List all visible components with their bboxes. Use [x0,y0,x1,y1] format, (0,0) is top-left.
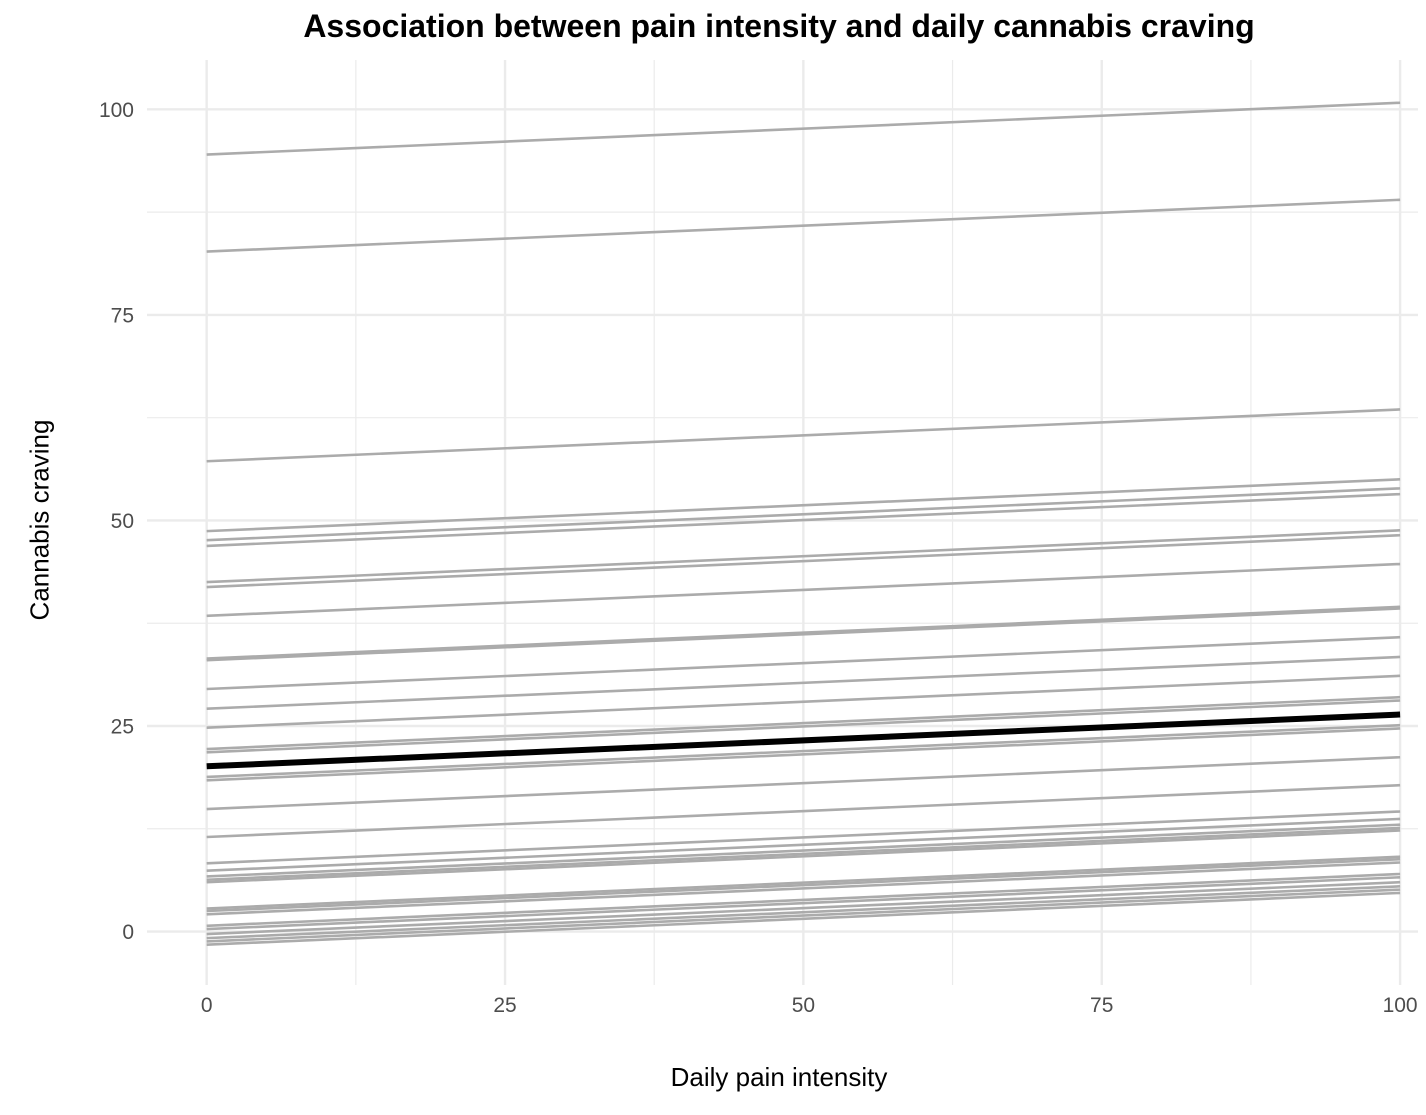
individual-series-line [206,855,1401,910]
y-tick-label: 100 [99,99,134,122]
individual-series-line [206,880,1401,936]
individual-series-line [206,783,1401,839]
individual-lines [206,101,1401,947]
individual-series-line [206,875,1401,931]
individual-series-line [206,674,1401,729]
x-axis-label: Daily pain intensity [670,1062,888,1092]
individual-series-line [206,478,1401,533]
individual-series-line [206,198,1401,253]
individual-series-line [206,492,1401,548]
individual-series-line [206,826,1401,882]
x-axis-tick-labels: 0 25 50 75 100 [201,994,1418,1017]
x-tick-label: 50 [792,994,815,1017]
y-axis-label: Cannabis craving [24,419,55,621]
y-tick-label: 0 [122,921,134,944]
individual-series-line [206,529,1401,584]
chart-title: Association between pain intensity and d… [303,8,1255,44]
individual-series-line [206,872,1401,928]
y-axis-tick-labels: 0 25 50 75 100 [99,99,134,944]
y-tick-label: 50 [111,510,134,533]
individual-series-line [206,823,1401,878]
individual-series-line [206,727,1401,782]
individual-series-line [206,723,1401,779]
individual-series-line [206,101,1401,156]
individual-series-line [206,487,1401,542]
individual-series-line [206,888,1401,943]
individual-series-line [206,891,1401,947]
minor-gridlines [147,60,1418,985]
x-tick-label: 25 [493,994,516,1017]
individual-series-line [206,755,1401,811]
individual-series-line [206,635,1401,691]
individual-series-line [206,562,1401,618]
individual-series-line [206,695,1401,751]
individual-series-line [206,810,1401,865]
individual-series-line [206,861,1401,916]
individual-series-line [206,857,1401,913]
individual-series-line [206,829,1401,884]
individual-series-line [206,817,1401,873]
individual-series-line [206,607,1401,662]
individual-series-line [206,533,1401,589]
individual-series-line [206,605,1401,660]
average-line-group [206,711,1401,770]
average-series-line [206,711,1401,770]
x-tick-label: 0 [201,994,213,1017]
individual-series-line [206,699,1401,754]
individual-series-line [206,885,1401,940]
x-tick-label: 100 [1383,994,1418,1017]
y-tick-label: 25 [111,716,134,739]
x-tick-label: 75 [1090,994,1113,1017]
individual-series-line [206,655,1401,711]
y-tick-label: 75 [111,304,134,327]
individual-series-line [206,408,1401,463]
